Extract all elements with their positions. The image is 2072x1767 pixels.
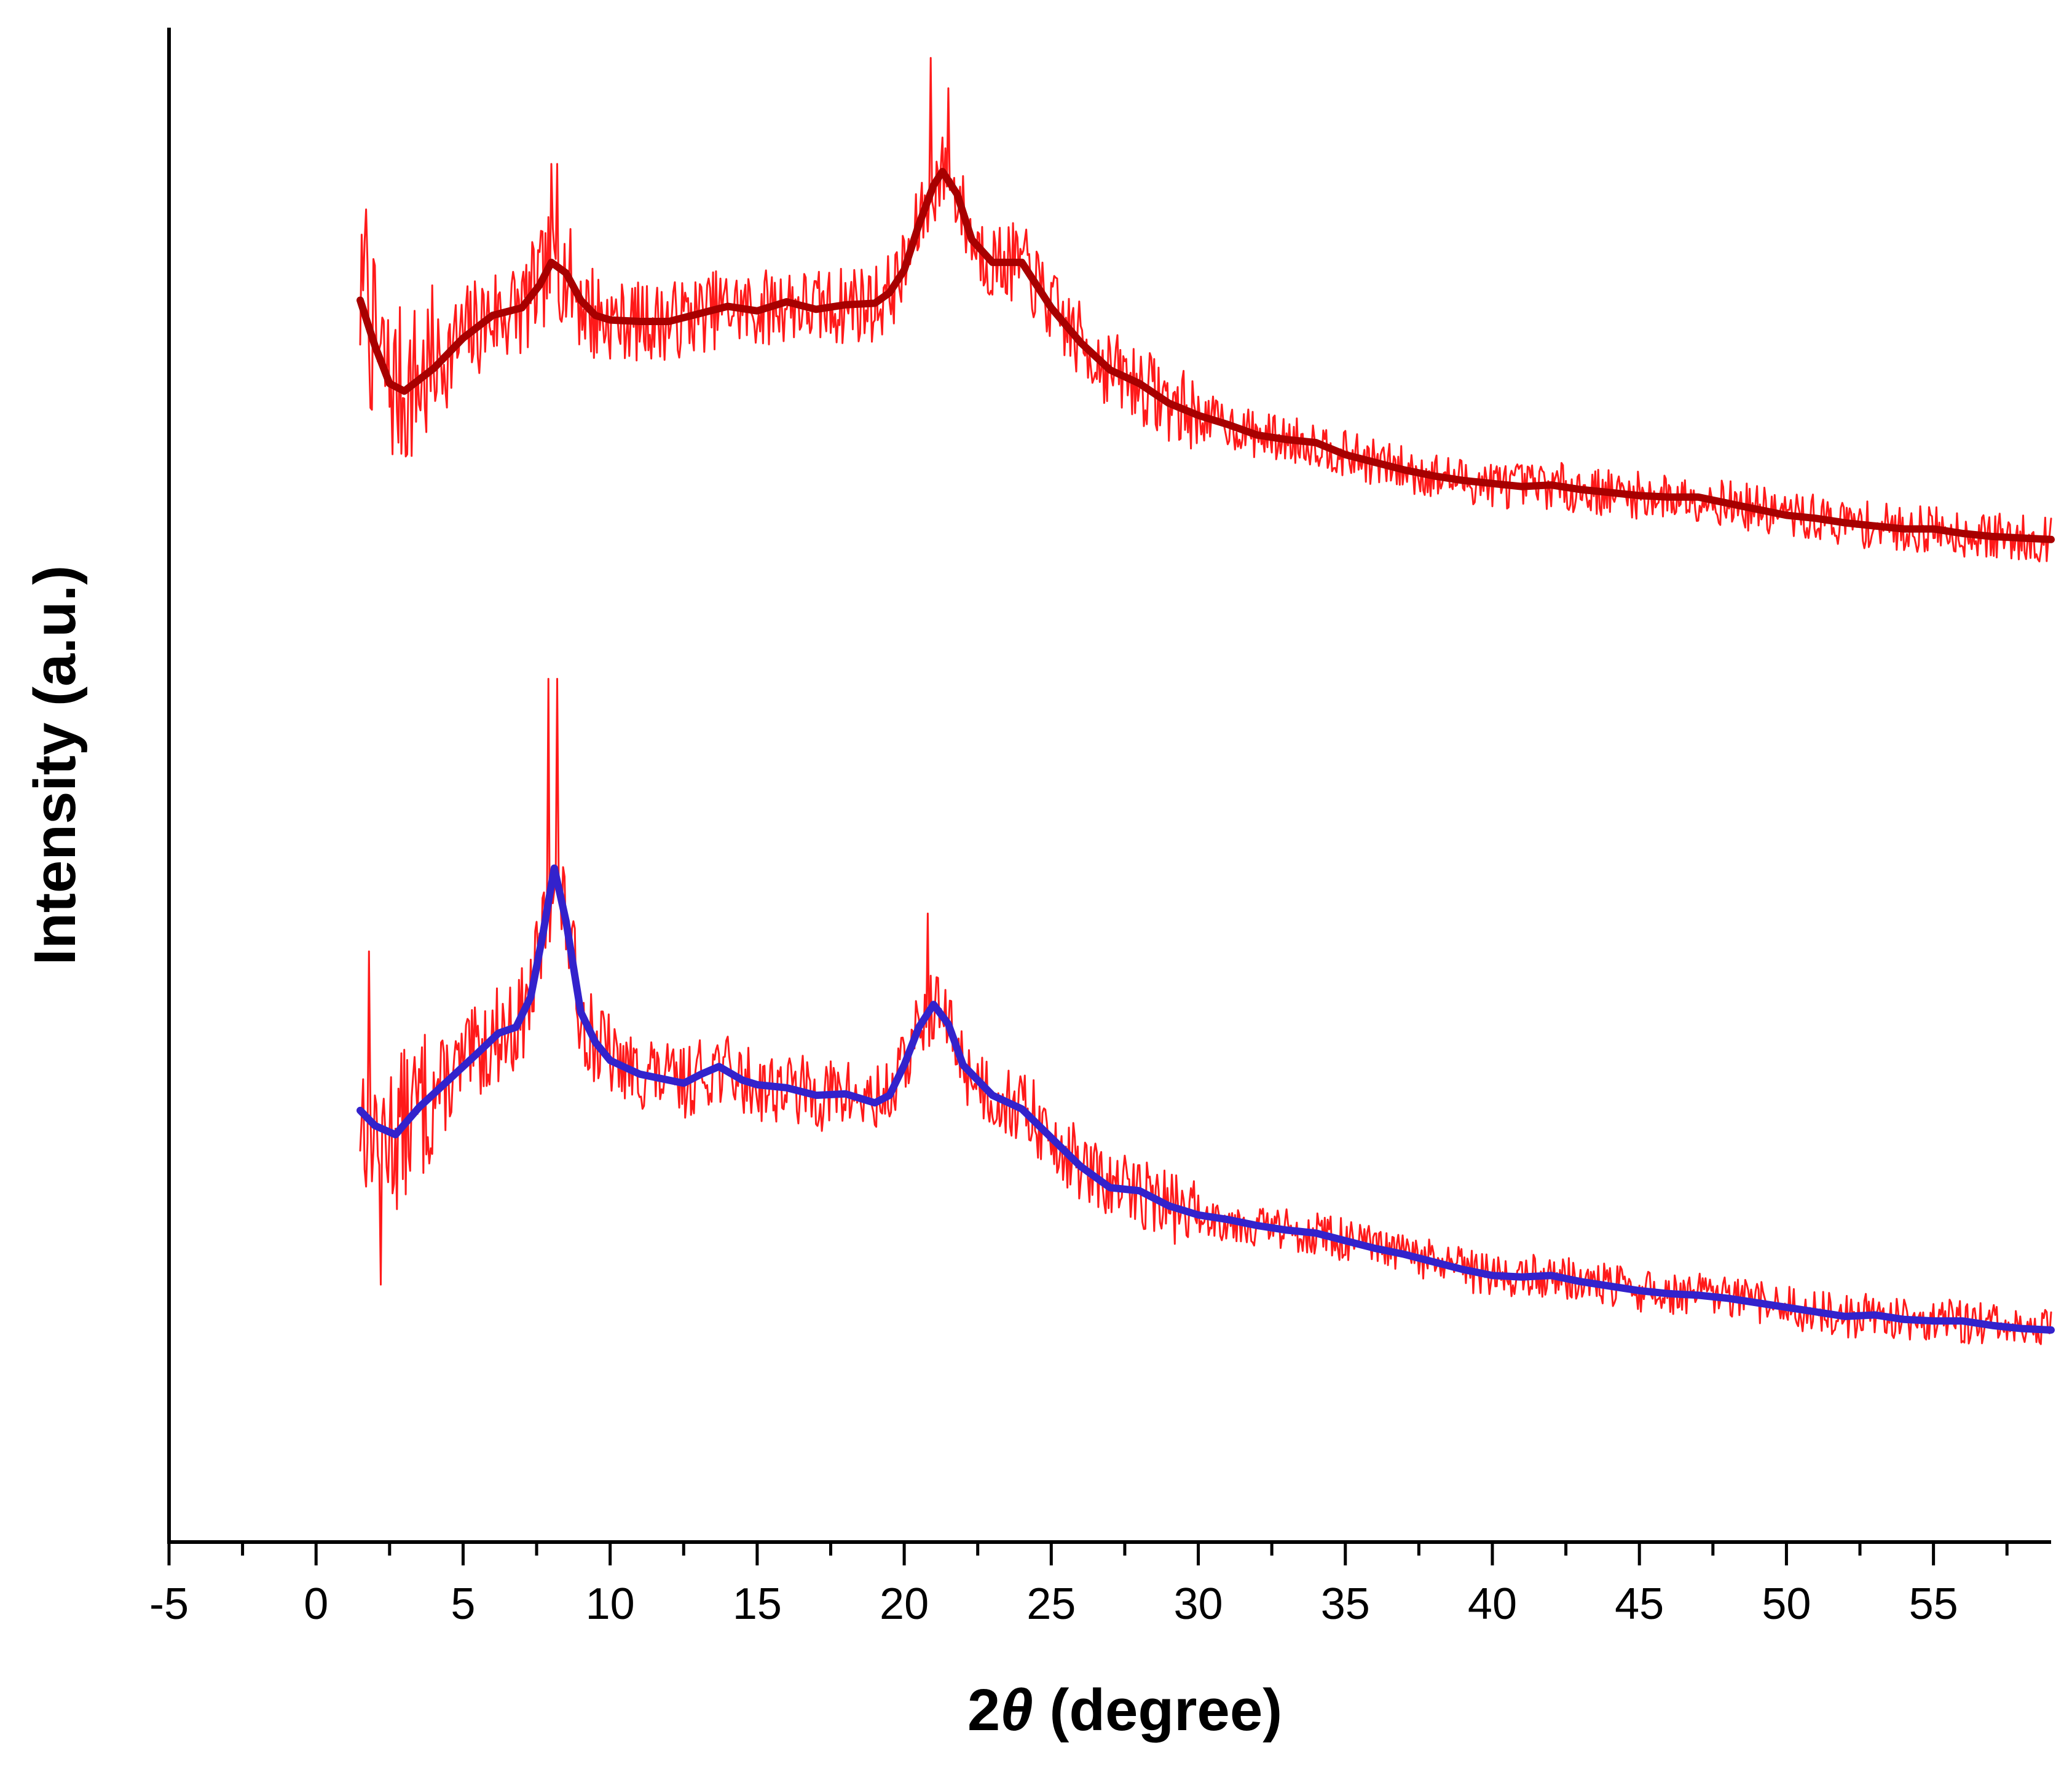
- x-axis-title: 2θ (degree): [967, 1677, 1282, 1743]
- x-tick-label: 0: [304, 1580, 328, 1629]
- x-tick-label: 55: [1909, 1580, 1958, 1629]
- y-axis-title: Intensity (a.u.): [22, 565, 88, 966]
- x-tick-label: 20: [880, 1580, 929, 1629]
- series-layer: [356, 57, 2055, 1345]
- x-tick-label: 40: [1468, 1580, 1517, 1629]
- x-tick-label: 30: [1173, 1580, 1223, 1629]
- series-lower-raw: [359, 678, 2052, 1345]
- x-tick-label: 35: [1321, 1580, 1370, 1629]
- x-tick-label: 10: [586, 1580, 635, 1629]
- series-upper-raw: [359, 57, 2052, 562]
- x-tick-label: 45: [1615, 1580, 1664, 1629]
- x-tick-label: -5: [149, 1580, 189, 1629]
- x-tick-label: 5: [451, 1580, 475, 1629]
- x-tick-label: 50: [1762, 1580, 1811, 1629]
- series-upper-smoothed: [356, 168, 2055, 543]
- series-lower-smoothed: [356, 864, 2055, 1334]
- x-tick-layer: -5 0 5 10 15 20 25 30 35 40 45 50 55: [149, 1542, 2009, 1629]
- axis-layer: [167, 28, 2051, 1544]
- x-tick-label: 15: [733, 1580, 782, 1629]
- x-tick-label: 25: [1026, 1580, 1076, 1629]
